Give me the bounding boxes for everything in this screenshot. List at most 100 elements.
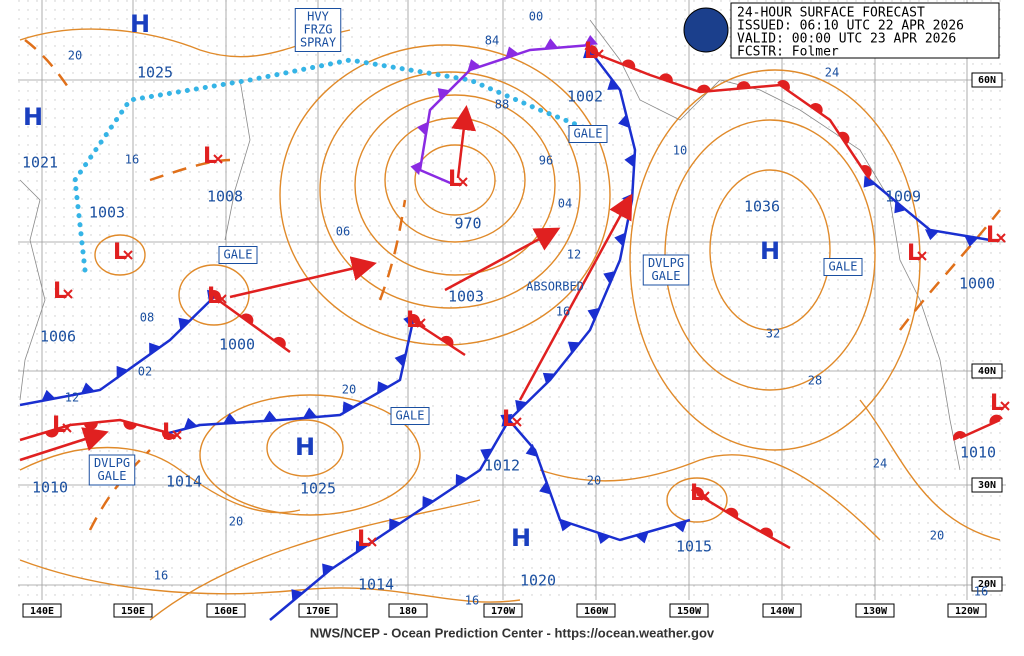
pressure-label: 1014 bbox=[166, 473, 202, 491]
isobar-label: 32 bbox=[766, 327, 780, 341]
lon-label-box bbox=[762, 603, 802, 618]
graticule bbox=[18, 0, 1006, 600]
front-symbol bbox=[964, 235, 979, 247]
front-symbol bbox=[45, 428, 59, 438]
pressure-label: 1036 bbox=[744, 198, 780, 216]
low-center: L bbox=[113, 240, 127, 265]
lon-label: 160W bbox=[584, 606, 609, 617]
lon-label: 140E bbox=[30, 606, 54, 617]
warning-box bbox=[568, 125, 608, 143]
low-position bbox=[1000, 401, 1010, 411]
low-position bbox=[512, 417, 522, 427]
lat-label: 30N bbox=[978, 480, 996, 491]
header-product: 24-HOUR SURFACE FORECAST bbox=[737, 6, 925, 21]
front-symbol bbox=[989, 414, 1003, 425]
isobar-label: 16 bbox=[556, 305, 570, 319]
low-center: L bbox=[448, 167, 462, 192]
isobar-label: 96 bbox=[539, 154, 553, 168]
cold-front bbox=[508, 51, 637, 421]
front-symbol bbox=[422, 496, 435, 509]
noaa-logo bbox=[683, 7, 729, 53]
front-symbol bbox=[116, 365, 129, 379]
footer: NWS/NCEP - Ocean Prediction Center - htt… bbox=[310, 625, 715, 640]
front-symbol bbox=[860, 165, 872, 178]
front-symbol bbox=[542, 372, 556, 385]
lon-label-box bbox=[483, 603, 523, 618]
front-symbol bbox=[953, 431, 967, 441]
low-position bbox=[123, 250, 133, 260]
pressure-label: 1021 bbox=[22, 154, 58, 172]
cold-front bbox=[269, 419, 511, 621]
front-symbol bbox=[273, 336, 286, 349]
front-symbol bbox=[291, 589, 304, 602]
warning-box bbox=[642, 254, 690, 286]
low-position bbox=[917, 251, 927, 261]
low-position bbox=[367, 537, 377, 547]
warning-box bbox=[823, 258, 863, 276]
lon-label-box bbox=[206, 603, 246, 618]
isobar-label: 16 bbox=[154, 569, 168, 583]
low-position bbox=[213, 154, 223, 164]
isobar-label: 16 bbox=[974, 585, 988, 599]
front-symbol bbox=[587, 307, 600, 321]
front-symbol bbox=[515, 399, 528, 413]
front-symbol bbox=[410, 161, 422, 176]
warning-text: GALE bbox=[652, 269, 681, 283]
isobar-label: 12 bbox=[65, 391, 79, 405]
isobar-label: 20 bbox=[342, 383, 356, 397]
front-symbol bbox=[691, 487, 704, 498]
pressure-label: 1009 bbox=[885, 188, 921, 206]
front-symbol bbox=[725, 507, 739, 519]
lon-label-box bbox=[855, 603, 895, 618]
front-symbol bbox=[440, 335, 454, 347]
pressure-label: 1010 bbox=[32, 479, 68, 497]
isobar-label: 12 bbox=[567, 248, 581, 262]
warning-text: GALE bbox=[574, 127, 603, 141]
front-symbol bbox=[263, 410, 278, 422]
low-center: L bbox=[584, 39, 598, 64]
lon-label: 120W bbox=[955, 606, 980, 617]
isobar-label: 16 bbox=[125, 153, 139, 167]
isobar-label: 88 bbox=[495, 98, 509, 112]
front-symbol bbox=[407, 314, 420, 325]
front-symbol bbox=[584, 44, 598, 55]
pressure-label: 970 bbox=[454, 215, 481, 233]
front-symbol bbox=[178, 317, 191, 330]
front-symbol bbox=[539, 481, 551, 495]
storm-tracks bbox=[19, 105, 633, 462]
pressure-label: 1014 bbox=[358, 576, 394, 594]
lon-label-box bbox=[22, 603, 62, 618]
warning-text: GALE bbox=[224, 248, 253, 262]
lon-label: 160E bbox=[214, 606, 238, 617]
isobar-label: 20 bbox=[68, 49, 82, 63]
fronts bbox=[19, 35, 1003, 621]
front-symbol bbox=[223, 413, 238, 424]
front-symbol bbox=[924, 229, 939, 241]
isobar-label: 08 bbox=[140, 311, 154, 325]
lat-label-box bbox=[971, 477, 1003, 493]
lon-label: 130W bbox=[863, 606, 888, 617]
low-center: L bbox=[53, 279, 67, 304]
front-symbol bbox=[162, 431, 176, 440]
isobar-label: 16 bbox=[465, 594, 479, 608]
warm-front bbox=[590, 50, 872, 181]
low-position bbox=[996, 233, 1006, 243]
low-center: L bbox=[357, 527, 371, 552]
low-center: L bbox=[502, 407, 516, 432]
front-symbol bbox=[501, 414, 514, 427]
front-symbol bbox=[584, 35, 598, 46]
front-symbol bbox=[525, 443, 538, 457]
pressure-label: 1008 bbox=[207, 188, 243, 206]
low-position bbox=[458, 177, 468, 187]
warning-box bbox=[218, 246, 258, 264]
front-symbol bbox=[80, 382, 95, 394]
front-symbol bbox=[240, 313, 254, 325]
front-symbol bbox=[208, 290, 221, 302]
pressure-label: 1003 bbox=[89, 204, 125, 222]
high-center: H bbox=[23, 103, 43, 131]
front-symbol bbox=[614, 232, 626, 247]
lon-label: 150E bbox=[121, 606, 145, 617]
front-symbol bbox=[322, 563, 334, 576]
low-position bbox=[217, 294, 227, 304]
